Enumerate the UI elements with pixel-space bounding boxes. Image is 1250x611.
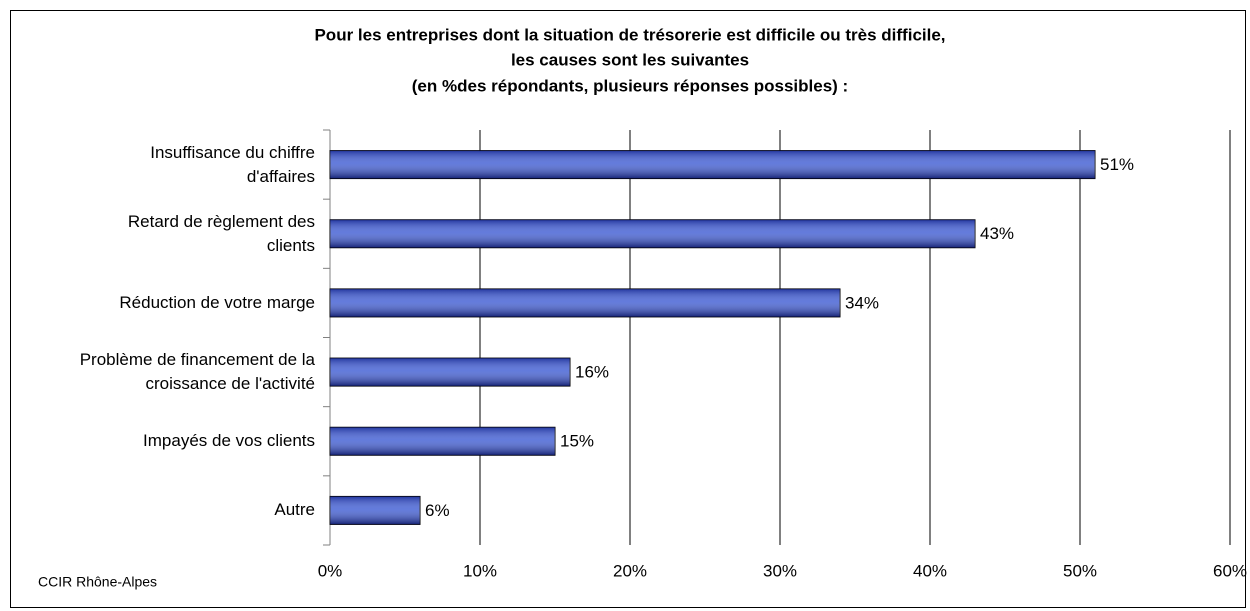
x-tick-label: 60% xyxy=(1213,561,1247,580)
bar-shade xyxy=(330,496,420,525)
data-label: 16% xyxy=(575,363,609,382)
x-tick-label: 0% xyxy=(318,561,343,580)
source: CCIR Rhône-Alpes xyxy=(38,574,157,590)
data-label: 15% xyxy=(560,432,594,451)
chart-frame xyxy=(10,10,1246,608)
data-label: 34% xyxy=(845,293,879,312)
bar-shade xyxy=(330,358,570,387)
bar-shade xyxy=(330,288,840,317)
y-tick-label: Problème de financement de la croissance… xyxy=(79,350,315,394)
x-tick-label: 10% xyxy=(463,561,497,580)
chart-title: Pour les entreprises dont la situation d… xyxy=(314,25,945,44)
bar-shade xyxy=(330,150,1095,179)
chart-title: les causes sont les suivantes xyxy=(511,50,749,69)
x-tick-label: 20% xyxy=(613,561,647,580)
y-tick-label: Autre xyxy=(274,500,315,520)
bar-shade xyxy=(330,427,555,456)
chart-title: (en %des répondants, plusieurs réponses … xyxy=(412,76,848,95)
y-tick-label: Insuffisance du chiffre d'affaires xyxy=(150,142,315,186)
data-label: 6% xyxy=(425,501,450,520)
x-tick-label: 50% xyxy=(1063,561,1097,580)
x-tick-label: 40% xyxy=(913,561,947,580)
bar-shade xyxy=(330,219,975,248)
data-label: 43% xyxy=(980,224,1014,243)
x-tick-label: 30% xyxy=(763,561,797,580)
data-label: 51% xyxy=(1100,155,1134,174)
y-tick-label: Réduction de votre marge xyxy=(119,292,315,312)
y-tick-label: Impayés de vos clients xyxy=(143,431,315,451)
y-tick-label: Retard de règlement des clients xyxy=(127,211,315,255)
